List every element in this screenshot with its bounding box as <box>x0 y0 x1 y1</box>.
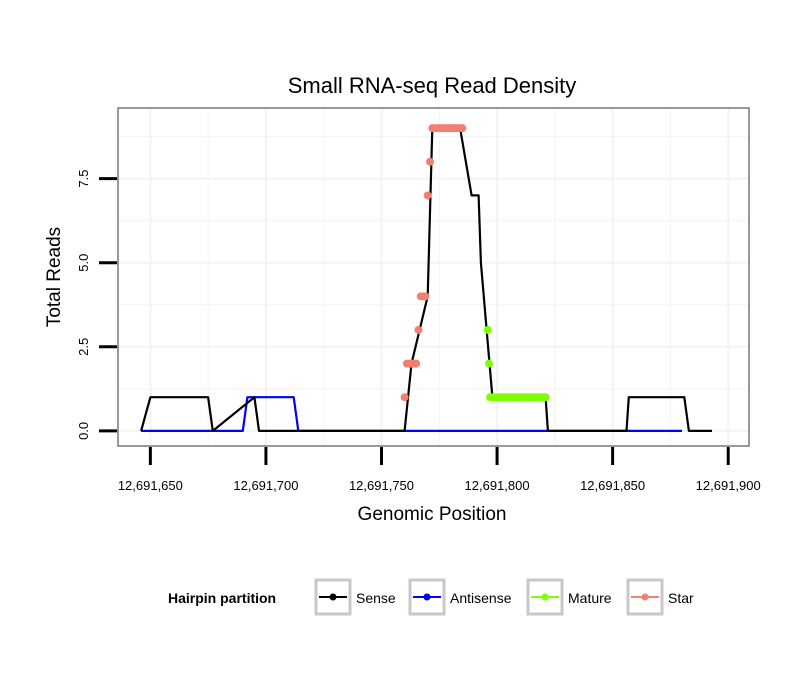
y-tick-label: 5.0 <box>76 254 91 272</box>
data-point-mature <box>484 359 493 368</box>
panel-border <box>117 107 750 447</box>
data-point-star <box>421 292 430 301</box>
data-point-star <box>400 393 409 402</box>
legend-label-mature: Mature <box>568 590 612 606</box>
legend-title: Hairpin partition <box>168 590 276 606</box>
data-point-star <box>414 325 423 334</box>
data-point-star <box>426 157 435 166</box>
y-tick-label: 2.5 <box>76 338 91 356</box>
legend-label-sense: Sense <box>356 590 396 606</box>
y-axis-title: Total Reads <box>44 227 65 327</box>
data-point-mature <box>483 325 492 334</box>
series-line-sense <box>140 127 712 432</box>
x-tick-label: 12,691,650 <box>118 478 183 493</box>
plot-panel <box>118 108 749 446</box>
x-tick-label: 12,691,800 <box>465 478 530 493</box>
data-point-star <box>458 124 467 133</box>
y-tick-label: 0.0 <box>76 422 91 440</box>
x-tick-label: 12,691,850 <box>580 478 645 493</box>
x-axis-title: Genomic Position <box>358 504 507 525</box>
series-layer <box>140 124 712 432</box>
data-point-mature <box>541 393 550 402</box>
legend-key-point <box>423 593 431 601</box>
x-axis: 12,691,650 12,691,700 12,691,750 12,691,800… <box>118 447 761 493</box>
legend-key-point <box>641 593 649 601</box>
chart-title: Small RNA-seq Read Density <box>288 73 577 98</box>
data-point-star <box>423 191 432 200</box>
y-tick-label: 7.5 <box>76 170 91 188</box>
x-tick-label: 12,691,750 <box>349 478 414 493</box>
x-tick-label: 12,691,900 <box>696 478 761 493</box>
legend-key-point <box>329 593 337 601</box>
y-axis: 0.0 2.5 5.0 7.5 <box>76 170 117 440</box>
x-tick-label: 12,691,700 <box>233 478 298 493</box>
legend-key-point <box>541 593 549 601</box>
legend-label-antisense: Antisense <box>450 590 512 606</box>
legend: Hairpin partition Sense Antisense Mature St… <box>168 578 694 616</box>
legend-label-star: Star <box>668 590 694 606</box>
data-point-star <box>412 359 421 368</box>
